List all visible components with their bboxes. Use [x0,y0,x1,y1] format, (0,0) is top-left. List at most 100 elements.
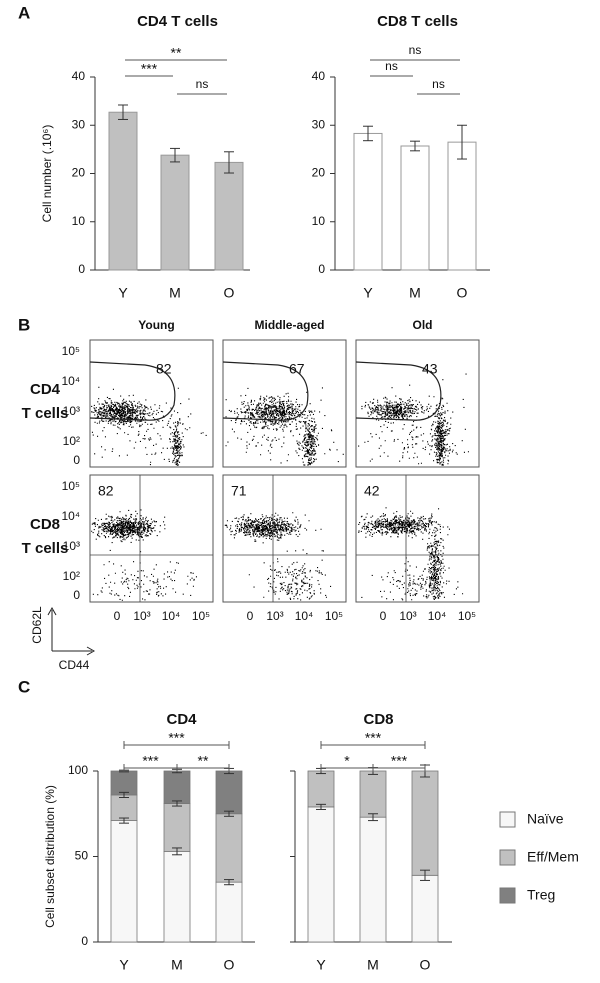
chart-title: CD8 [363,711,393,728]
bar-segment [215,813,243,883]
flow-y-tick-label: 10² [63,434,80,448]
quadrant-percentage: 71 [231,483,247,499]
flow-x-tick-label: 0 [114,609,121,623]
row-label: CD4 [30,381,61,398]
bar-segment [307,806,335,943]
significance-label: *** [142,753,159,769]
flow-y-tick-label: 10⁵ [62,344,80,358]
flow-x-tick-label: 0 [380,609,387,623]
bar-segment [163,770,191,804]
x-tick-label: Y [316,957,326,973]
error-bar [368,813,378,822]
flow-x-axis-label: CD44 [59,658,90,672]
flow-x-tick-label: 10⁴ [162,609,181,623]
flow-y-tick-label: 10⁴ [61,374,80,388]
gate [89,361,176,421]
quadrant-percentage: 82 [98,483,114,499]
bar [108,111,138,271]
dot-cloud [358,507,464,601]
significance-label: ns [385,59,398,73]
column-header: Young [138,318,174,332]
error-bar [410,140,420,152]
flow-y-tick-label: 10³ [63,539,80,553]
legend-swatch [499,811,516,828]
bar-segment [163,850,191,943]
dot-cloud [91,386,207,466]
x-tick-label: M [169,285,181,301]
y-axis-label: Cell subset distribution (%) [43,785,57,928]
y-tick-label: 30 [72,117,86,131]
y-tick-label: 0 [81,934,88,948]
flow-x-tick-label: 10³ [266,609,283,623]
significance-label: *** [168,730,185,746]
bar-segment [215,881,243,943]
error-bar [224,151,234,174]
flow-y-tick-label: 10⁵ [62,479,80,493]
gate-percentage: 67 [289,361,305,377]
arrow-head [47,606,57,616]
error-bar [119,817,129,824]
bar-segment [307,770,335,808]
flow-y-tick-label: 0 [73,453,80,467]
column-header: Middle-aged [254,318,324,332]
error-bar [172,847,182,856]
flow-x-tick-label: 10³ [399,609,416,623]
row-label: CD8 [30,516,60,533]
y-tick-label: 0 [78,262,85,276]
y-tick-label: 20 [312,166,326,180]
error-bar [224,879,234,886]
gate [222,361,309,421]
flow-plot-frame [222,474,347,603]
x-tick-label: Y [118,285,128,301]
legend-label: Naïve [527,811,564,827]
chart-title: CD8 T cells [377,13,458,30]
gate-percentage: 82 [156,361,172,377]
bar [447,141,477,271]
row-label: T cells [22,405,69,422]
flow-x-tick-label: 10⁴ [428,609,447,623]
chart-title: CD4 T cells [137,13,218,30]
error-bar [224,810,234,817]
x-tick-label: M [409,285,421,301]
x-tick-label: O [457,285,468,301]
error-bar [363,125,373,142]
y-tick-label: 40 [312,69,326,83]
y-tick-label: 20 [72,166,86,180]
flow-x-tick-label: 10⁵ [325,609,343,623]
significance-label: *** [391,753,408,769]
y-tick-label: 10 [72,214,86,228]
significance-label: ** [171,45,182,61]
bar-segment [215,770,243,815]
dot-cloud [91,509,197,601]
bar-segment [411,770,439,876]
column-header: Old [413,318,433,332]
panel-label: C [18,677,30,696]
flow-plot-frame [89,339,214,468]
y-tick-label: 10 [312,214,326,228]
significance-label: ** [198,753,209,769]
error-bar [170,147,180,163]
dot-cloud [358,373,469,466]
chart-title: CD4 [166,711,197,728]
dot-cloud [225,387,344,466]
significance-label: ns [196,77,209,91]
y-tick-label: 100 [68,763,88,777]
x-tick-label: M [367,957,379,973]
x-tick-label: Y [119,957,129,973]
error-bar [119,791,129,799]
legend-swatch [499,849,516,866]
flow-y-tick-label: 10² [63,569,80,583]
significance-label: *** [365,730,382,746]
flow-x-tick-label: 10³ [133,609,150,623]
significance-label: ns [432,77,445,91]
x-tick-label: M [171,957,183,973]
bar [214,161,244,271]
legend-label: Eff/Mem [527,849,579,865]
bar [400,145,430,271]
flow-y-tick-label: 10⁴ [61,509,80,523]
bar-segment [110,794,138,821]
bar-segment [110,770,138,796]
x-tick-label: O [224,957,235,973]
